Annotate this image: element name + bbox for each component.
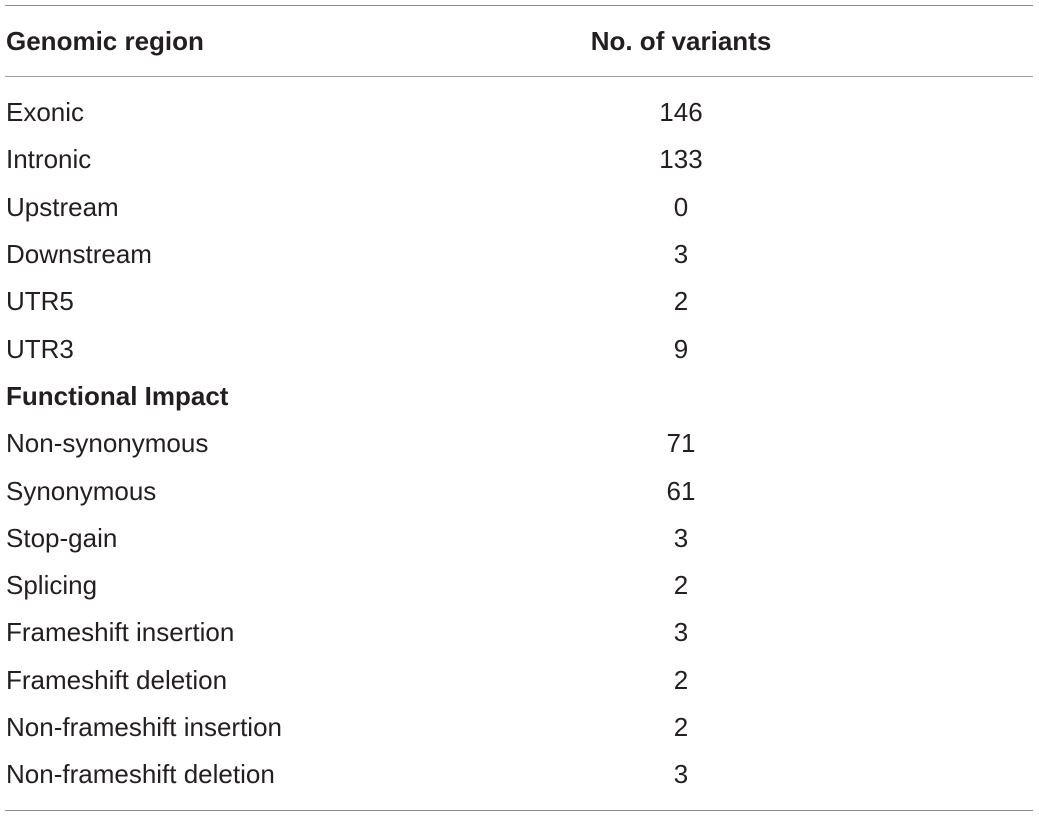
- row-value: 9: [673, 333, 689, 364]
- header-no-of-variants: No. of variants: [590, 25, 772, 56]
- row-value: 2: [673, 286, 689, 317]
- row-value: 2: [673, 570, 689, 601]
- row-value: 2: [673, 712, 689, 742]
- section-heading-row: Functional Impact: [5, 373, 1033, 420]
- table-row: Stop-gain 3: [5, 515, 1033, 562]
- row-value: 146: [659, 97, 703, 128]
- row-label: UTR5: [6, 286, 74, 317]
- table-row: Splicing 2: [5, 562, 1033, 609]
- row-label: Intronic: [6, 144, 92, 175]
- row-label: Upstream: [6, 191, 119, 222]
- row-label: Non-frameshift deletion: [6, 759, 275, 790]
- table-row: Non-frameshift insertion 2: [5, 704, 1033, 751]
- row-label: Non-synonymous: [6, 428, 209, 459]
- row-label: Exonic: [6, 97, 85, 128]
- section-heading-functional-impact: Functional Impact: [6, 380, 229, 411]
- row-value: 0: [673, 191, 689, 222]
- table-bottom-rule: [5, 810, 1033, 812]
- row-label: Downstream: [6, 239, 152, 270]
- row-label: Frameshift deletion: [6, 664, 228, 695]
- table-row: UTR5 2: [5, 278, 1033, 325]
- table-row: Frameshift insertion 3: [5, 609, 1033, 656]
- row-value: 61: [666, 475, 696, 506]
- row-value: 3: [673, 522, 689, 553]
- row-label: Frameshift insertion: [6, 617, 235, 648]
- table-row: Upstream 0: [5, 184, 1033, 231]
- table-header-rule: [5, 76, 1033, 77]
- table-row: Non-frameshift deletion 3: [5, 751, 1033, 798]
- row-value: 2: [673, 664, 689, 695]
- row-value: 3: [673, 617, 689, 648]
- table-top-rule: [5, 5, 1033, 6]
- table-row: UTR3 9: [5, 325, 1033, 372]
- table-row: Synonymous 61: [5, 467, 1033, 514]
- table-row: Non-synonymous 71: [5, 420, 1033, 467]
- variant-table: Genomic region No. of variants Exonic 14…: [5, 5, 1033, 812]
- row-value: 71: [666, 428, 696, 459]
- table-row: Downstream 3: [5, 231, 1033, 278]
- row-value: 3: [673, 759, 689, 790]
- header-genomic-region: Genomic region: [6, 25, 204, 56]
- table-header-row: Genomic region No. of variants: [5, 6, 1033, 76]
- table-row: Exonic 146: [5, 89, 1033, 136]
- table-body: Exonic 146 Intronic 133 Upstream 0 Downs…: [5, 89, 1033, 798]
- row-label: UTR3: [6, 333, 74, 364]
- row-value: 133: [659, 144, 703, 175]
- table-row: Intronic 133: [5, 136, 1033, 183]
- row-label: Non-frameshift insertion: [6, 712, 282, 742]
- row-label: Splicing: [6, 570, 98, 601]
- table-row: Frameshift deletion 2: [5, 657, 1033, 704]
- row-label: Stop-gain: [6, 522, 118, 553]
- row-label: Synonymous: [6, 475, 157, 506]
- row-value: 3: [673, 239, 689, 270]
